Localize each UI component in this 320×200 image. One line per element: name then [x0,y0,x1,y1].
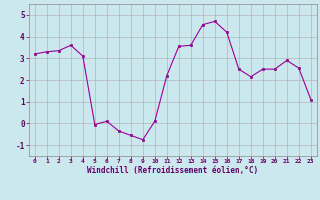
X-axis label: Windchill (Refroidissement éolien,°C): Windchill (Refroidissement éolien,°C) [87,166,258,175]
